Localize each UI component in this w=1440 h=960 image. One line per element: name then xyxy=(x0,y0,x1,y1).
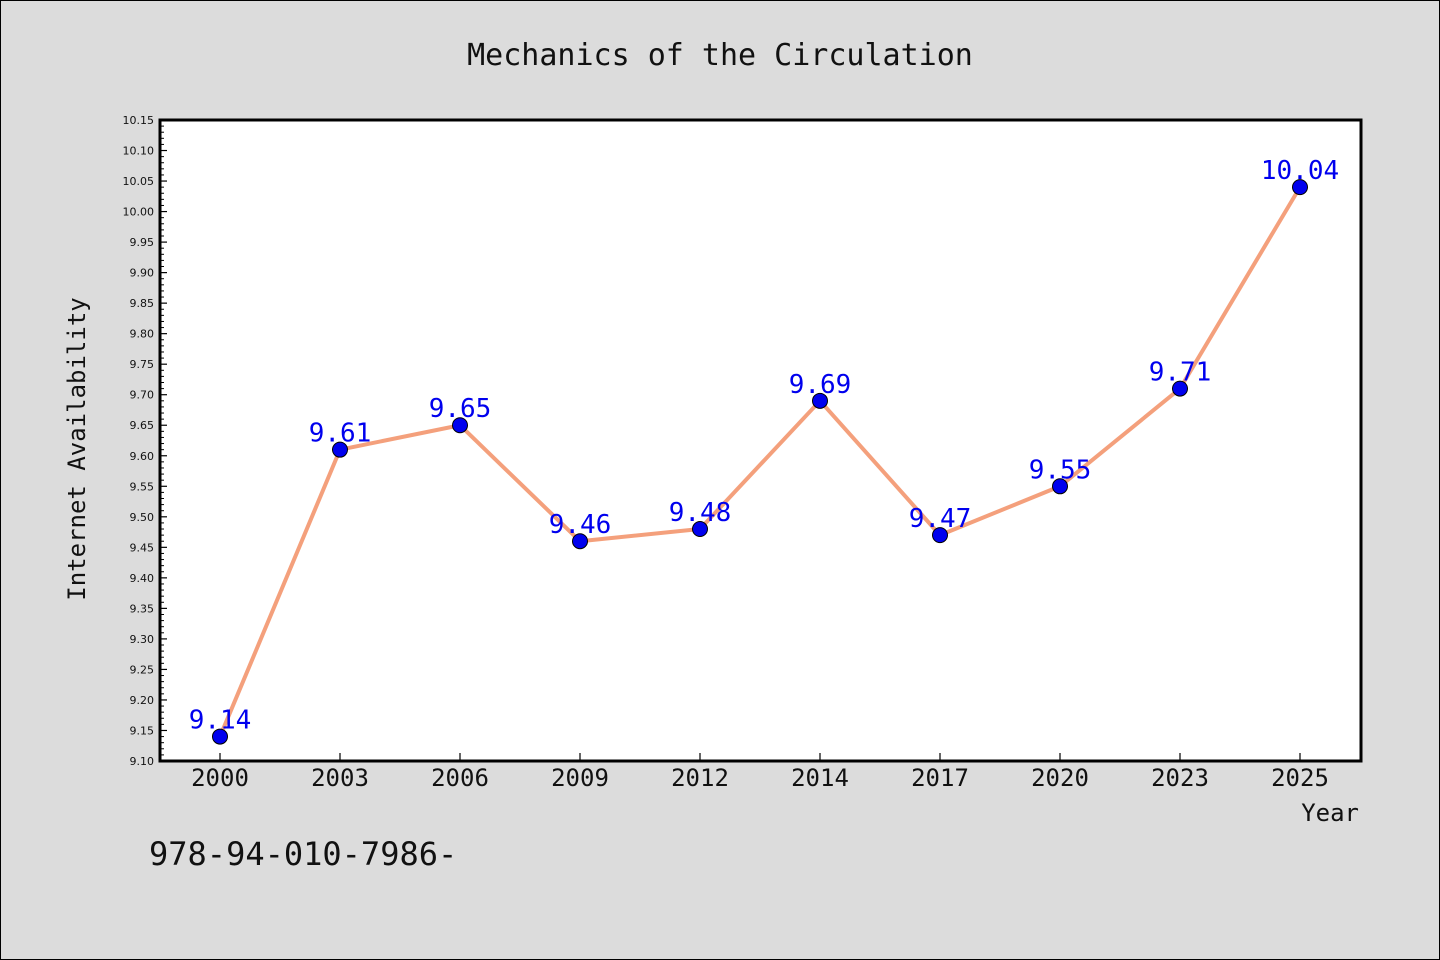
x-tick-label: 2020 xyxy=(1031,764,1089,792)
y-axis-label: Internet Availability xyxy=(63,297,91,600)
data-label: 9.65 xyxy=(429,394,492,424)
data-label: 9.69 xyxy=(789,370,852,400)
y-tick-label: 9.75 xyxy=(130,358,155,371)
data-label: 9.46 xyxy=(549,510,612,540)
y-tick-label: 9.70 xyxy=(130,389,155,402)
x-tick-label: 2006 xyxy=(431,764,489,792)
data-label: 9.47 xyxy=(909,504,972,534)
x-axis-label: Year xyxy=(1301,799,1359,827)
data-labels: 9.14 9.61 9.65 9.46 9.48 9.69 9.47 9.55 9.71 10.0… xyxy=(189,156,1339,735)
y-tick-label: 10.05 xyxy=(123,175,155,188)
y-tick-label: 10.10 xyxy=(123,145,155,158)
x-tick-label: 2009 xyxy=(551,764,609,792)
data-point xyxy=(1052,478,1068,495)
x-tick-label: 2023 xyxy=(1151,764,1209,792)
y-tick-label: 9.30 xyxy=(130,633,155,646)
y-tick-label: 10.15 xyxy=(123,114,155,127)
data-point xyxy=(212,728,228,745)
series-line xyxy=(218,186,1302,738)
footnote: 978-94-010-7986- xyxy=(149,835,457,873)
data-point xyxy=(452,417,468,434)
data-point xyxy=(1172,380,1188,397)
data-point xyxy=(812,392,828,409)
x-tick-label: 2017 xyxy=(911,764,969,792)
y-tick-label: 9.45 xyxy=(130,541,155,554)
data-label: 10.04 xyxy=(1261,156,1339,186)
y-axis: 9.10 9.15 9.20 9.25 9.30 9.35 9.40 9.45 9.50 9.55… xyxy=(123,114,167,768)
x-tick-label: 2014 xyxy=(791,764,849,792)
data-label: 9.14 xyxy=(189,706,252,736)
data-point xyxy=(332,441,348,458)
x-tick-label: 2003 xyxy=(311,764,369,792)
y-tick-label: 9.65 xyxy=(130,419,155,432)
y-tick-label: 9.90 xyxy=(130,267,155,280)
y-tick-label: 9.55 xyxy=(130,480,155,493)
y-tick-label: 9.50 xyxy=(130,511,155,524)
data-label: 9.71 xyxy=(1149,358,1212,388)
y-tick-label: 9.40 xyxy=(130,572,155,585)
data-label: 9.55 xyxy=(1029,455,1092,485)
y-tick-label: 9.20 xyxy=(130,694,155,707)
data-point xyxy=(692,521,708,538)
y-tick-label: 9.10 xyxy=(130,755,155,768)
x-tick-label: 2000 xyxy=(191,764,249,792)
data-point xyxy=(932,527,948,544)
data-label: 9.61 xyxy=(309,419,372,449)
x-tick-label: 2025 xyxy=(1271,764,1329,792)
x-tick-label: 2012 xyxy=(671,764,729,792)
y-tick-label: 9.85 xyxy=(130,297,155,310)
plot-area xyxy=(158,118,1363,763)
y-tick-label: 9.95 xyxy=(130,236,155,249)
y-tick-label: 9.60 xyxy=(130,450,155,463)
y-tick-label: 9.35 xyxy=(130,602,155,615)
data-label: 9.48 xyxy=(669,498,732,528)
data-point xyxy=(572,533,588,550)
y-tick-label: 10.00 xyxy=(123,206,155,219)
data-markers xyxy=(212,179,1308,745)
y-tick-label: 9.15 xyxy=(130,724,155,737)
data-point xyxy=(1292,179,1308,196)
chart-title: Mechanics of the Circulation xyxy=(467,38,973,73)
y-tick-label: 9.80 xyxy=(130,328,155,341)
x-axis: 2000 2003 2006 2009 2012 2014 2017 2020 2023 2025 xyxy=(191,753,1329,792)
y-tick-label: 9.25 xyxy=(130,663,155,676)
